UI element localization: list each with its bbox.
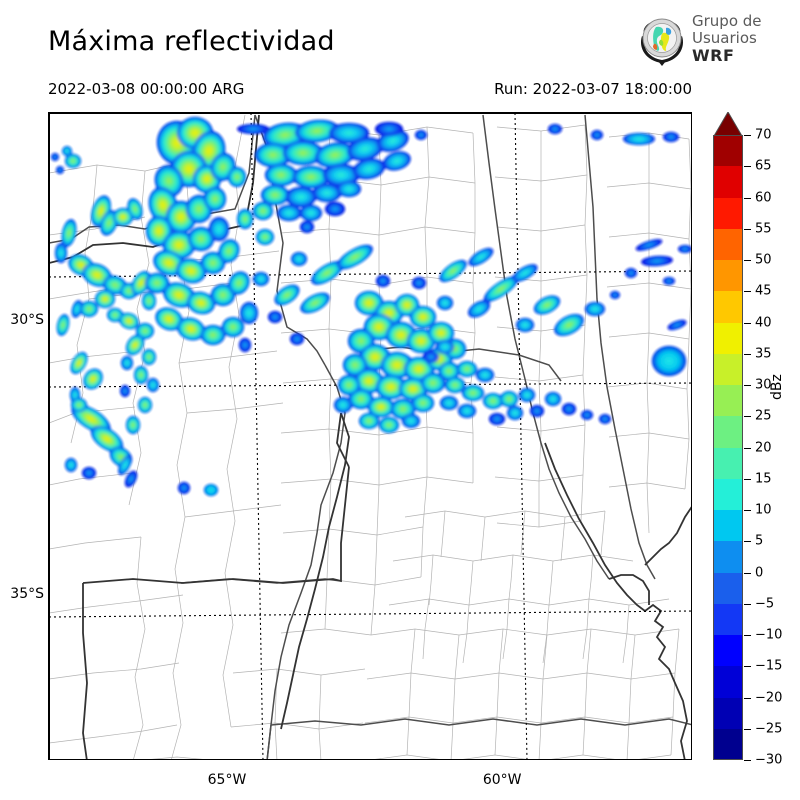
colorbar-tick-label: −15	[755, 658, 783, 674]
colorbar-tick	[744, 572, 751, 574]
colorbar-tick-label: 25	[755, 408, 772, 424]
logo-line-2: Usuarios	[692, 29, 757, 47]
colorbar-tick-label: −20	[755, 690, 783, 705]
colorbar-tick-label: 30	[755, 377, 772, 393]
colorbar-band-60-65	[713, 166, 743, 198]
globe-emblem-icon	[636, 14, 688, 66]
gridline-lon-65	[250, 113, 264, 759]
colorbar-band-50-55	[713, 228, 743, 260]
colorbar-tick	[744, 541, 751, 543]
colorbar-band-0-5	[713, 541, 743, 573]
x-axis-tick-60w: 60°W	[482, 772, 522, 788]
run-time-label: Run: 2022-03-07 18:00:00	[494, 80, 692, 98]
map-plot-area[interactable]	[48, 112, 692, 760]
colorbar-tick	[744, 260, 751, 261]
colorbar-tick-label: 10	[755, 502, 772, 518]
reflectivity-field	[51, 117, 691, 496]
y-axis-tick-35s: 35°S	[10, 586, 44, 603]
colorbar-band-15-20	[713, 447, 743, 479]
colorbar-tick-label: 60	[755, 190, 772, 205]
gridline-lat-30	[49, 382, 691, 388]
gridline-lat-28	[49, 270, 691, 278]
colorbar-tick-label: 45	[755, 283, 772, 299]
colorbar-band-25-30	[713, 385, 743, 417]
colorbar-tick	[744, 385, 751, 386]
colorbar-tick-label: 65	[755, 158, 772, 174]
colorbar-band--30--25	[713, 728, 743, 760]
colorbar-tick-label: 50	[755, 252, 772, 268]
colorbar-band--15--10	[713, 635, 743, 667]
gridlines	[49, 113, 691, 759]
colorbar-tick	[744, 478, 751, 480]
colorbar-band-40-45	[713, 291, 743, 323]
colorbar-tick	[744, 416, 751, 418]
province-boundaries	[49, 114, 691, 759]
colorbar-tick	[744, 510, 751, 511]
wrf-user-group-logo: Grupo de Usuarios WRF	[636, 12, 792, 70]
county-boundaries	[49, 114, 691, 759]
colorbar-band-10-15	[713, 478, 743, 510]
colorbar-tick	[744, 666, 751, 668]
colorbar-tick-label: 35	[755, 346, 772, 362]
colorbar-tick	[744, 697, 751, 699]
colorbar-tick	[744, 603, 751, 605]
colorbar-tick-label: −10	[755, 627, 783, 643]
logo-line-3: WRF	[692, 46, 735, 65]
colorbar-tick-label: 55	[755, 221, 772, 237]
colorbar-tick-label: −30	[755, 752, 783, 768]
colorbar-tick-label: 15	[755, 471, 772, 487]
colorbar-band-5-10	[713, 510, 743, 542]
map-svg	[49, 113, 691, 759]
colorbar-tick	[744, 635, 751, 636]
colorbar-tick-label: 40	[755, 315, 772, 330]
colorbar-extend-arrow	[713, 111, 743, 137]
colorbar-band-20-25	[713, 416, 743, 448]
colorbar-band--10--5	[713, 603, 743, 635]
national-boundaries-coastline	[49, 114, 691, 759]
colorbar[interactable]	[713, 135, 743, 760]
colorbar-band--5-0	[713, 572, 743, 604]
colorbar-band--25--20	[713, 697, 743, 729]
colorbar-tick-label: 20	[755, 440, 772, 455]
colorbar-tick	[744, 291, 751, 293]
colorbar-tick	[744, 135, 751, 136]
colorbar-tick	[744, 197, 751, 199]
colorbar-band-55-60	[713, 197, 743, 229]
colorbar-tick-label: −25	[755, 721, 783, 737]
colorbar-band-35-40	[713, 322, 743, 354]
panel-frame	[49, 113, 691, 759]
gridline-lat-35	[49, 610, 691, 618]
colorbar-tick	[744, 228, 751, 230]
valid-time-label: 2022-03-08 00:00:00 ARG	[48, 80, 245, 98]
colorbar-tick-label: −5	[755, 596, 775, 612]
logo-line-1: Grupo de	[692, 12, 762, 30]
x-axis-tick-65w: 65°W	[207, 772, 247, 788]
colorbar-band-30-35	[713, 353, 743, 385]
colorbar-tick-label: 5	[755, 533, 764, 549]
colorbar-tick	[744, 447, 751, 449]
colorbar-tick	[744, 728, 751, 730]
colorbar-tick-label: 0	[755, 565, 764, 580]
gridline-lon-60	[514, 113, 528, 759]
y-axis-tick-30s: 30°S	[10, 311, 44, 328]
colorbar-band-65-70	[713, 135, 743, 167]
colorbar-tick	[744, 353, 751, 355]
colorbar-tick-label: 70	[755, 127, 772, 143]
page-title: Máxima reflectividad	[48, 26, 335, 57]
colorbar-tick	[744, 760, 751, 761]
colorbar-band--20--15	[713, 666, 743, 698]
colorbar-tick	[744, 166, 751, 168]
colorbar-title: dBz	[769, 374, 785, 400]
colorbar-tick	[744, 322, 751, 324]
colorbar-band-45-50	[713, 260, 743, 292]
